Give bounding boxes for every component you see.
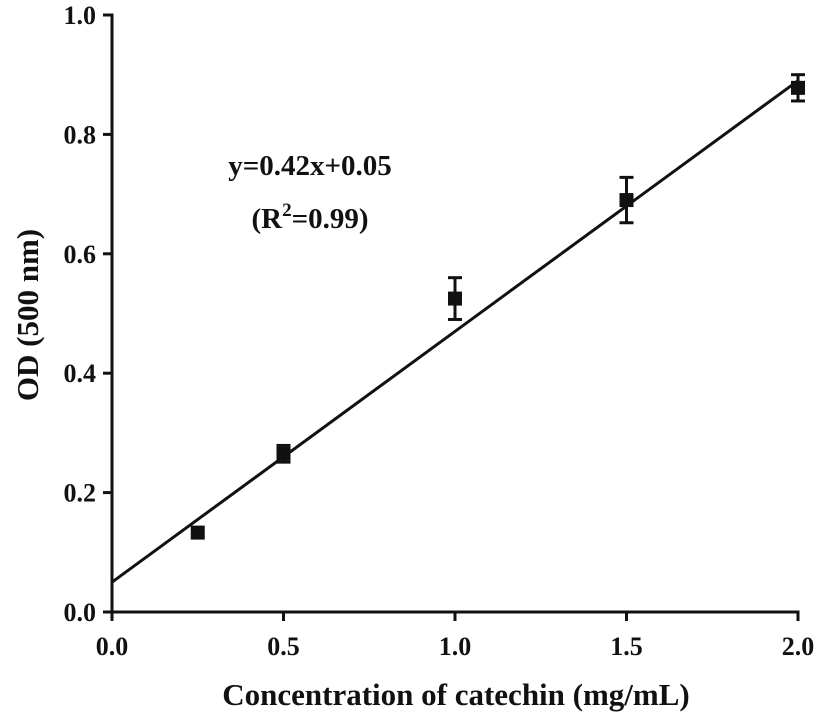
- x-tick-label: 1.0: [439, 632, 472, 661]
- fit-line: [111, 79, 799, 584]
- y-tick-label: 0.8: [64, 120, 97, 149]
- data-points: [190, 80, 805, 540]
- y-axis-label: OD (500 nm): [10, 229, 45, 401]
- r-squared-open: (R: [251, 203, 283, 235]
- y-tick-label: 1.0: [64, 1, 97, 30]
- y-axis-ticks: 0.0 0.2 0.4 0.6 0.8 1.0: [64, 1, 112, 627]
- y-tick-label: 0.2: [64, 479, 97, 508]
- r-squared-superscript: 2: [282, 200, 292, 221]
- y-tick-label: 0.4: [64, 359, 97, 388]
- data-point: [619, 193, 634, 208]
- data-point: [190, 525, 205, 540]
- r-squared-label: (R2=0.99): [251, 200, 368, 235]
- y-tick-label: 0.6: [64, 240, 97, 269]
- data-point: [276, 446, 291, 461]
- data-point: [448, 291, 462, 306]
- y-tick-label: 0.0: [64, 598, 97, 627]
- x-tick-label: 1.5: [610, 632, 643, 661]
- x-axis-label: Concentration of catechin (mg/mL): [222, 677, 690, 712]
- x-tick-label: 0.5: [267, 632, 300, 661]
- equation-label: y=0.42x+0.05: [228, 150, 392, 182]
- r-squared-value: =0.99): [292, 203, 369, 235]
- x-axis-ticks: 0.0 0.5 1.0 1.5 2.0: [96, 612, 815, 661]
- data-point: [791, 80, 805, 95]
- x-tick-label: 2.0: [782, 632, 815, 661]
- fit-line-layer: [111, 79, 799, 584]
- x-tick-label: 0.0: [96, 632, 129, 661]
